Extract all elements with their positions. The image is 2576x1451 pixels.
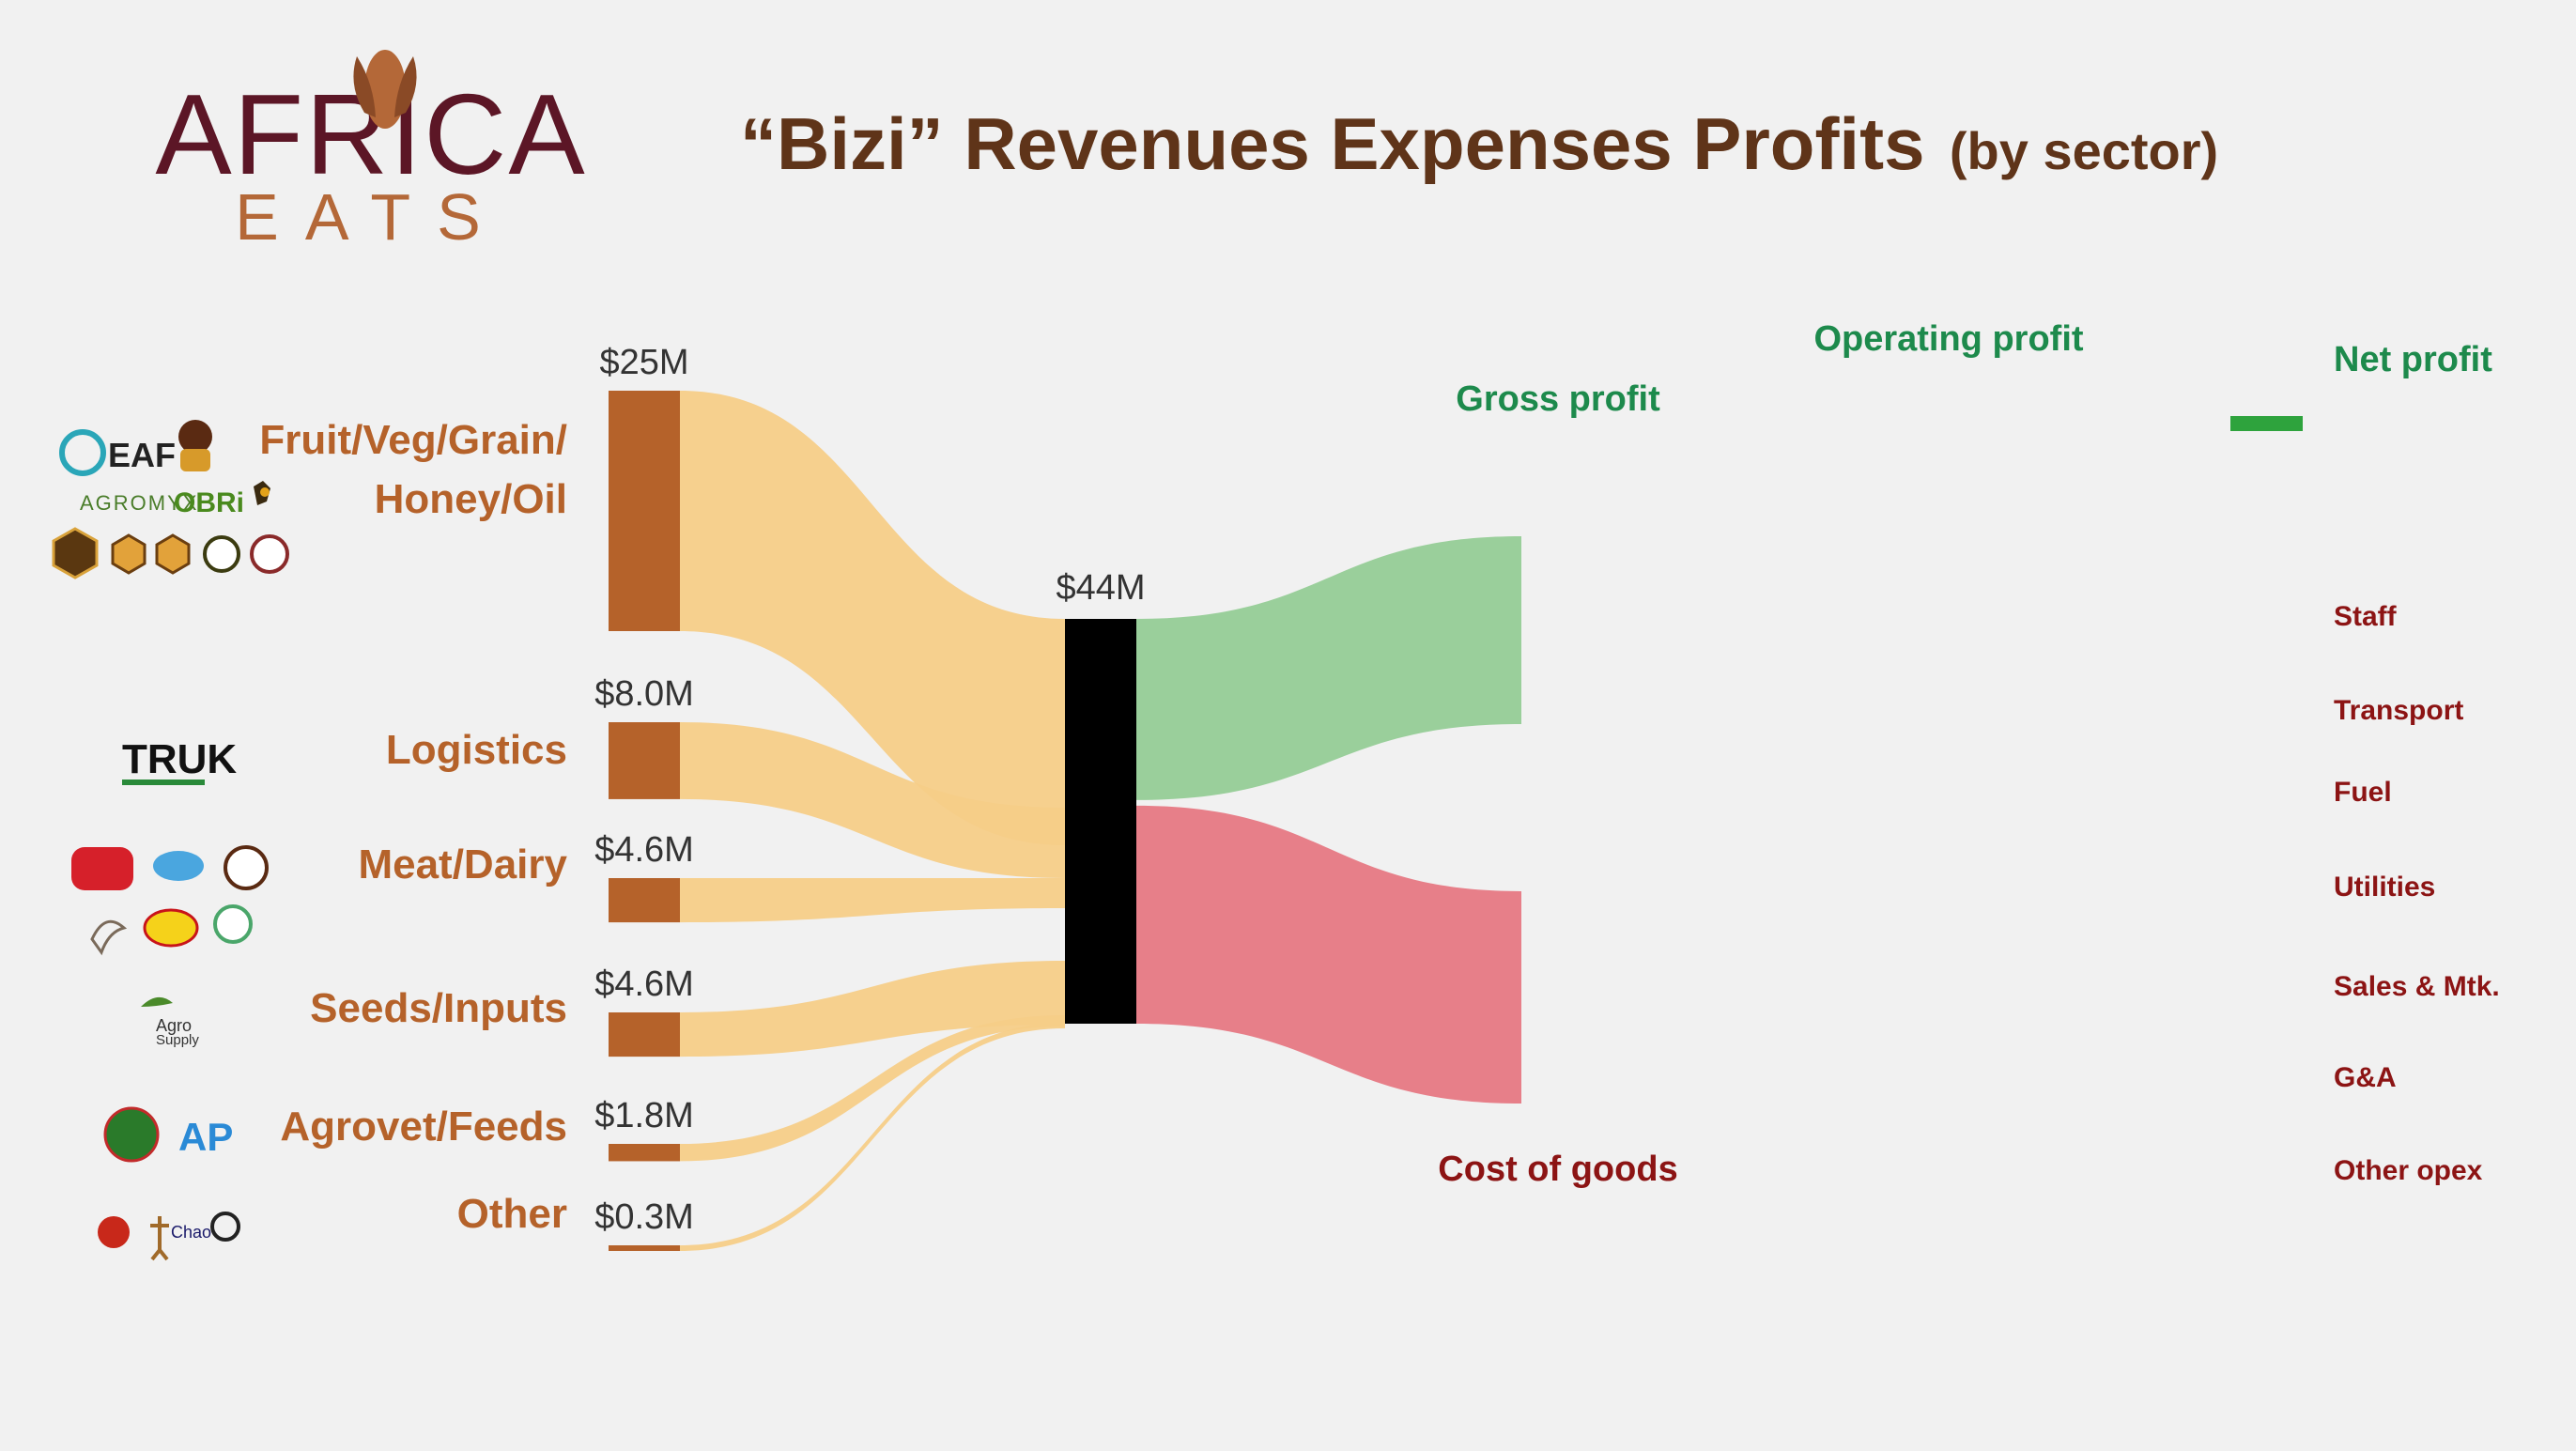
svg-text:EAF: EAF — [108, 436, 176, 474]
node-other — [609, 1245, 680, 1251]
value-label-seeds-inputs: $4.6M — [594, 965, 694, 1004]
node-total-revenue — [1065, 619, 1136, 1024]
agrovet-logos: AP — [103, 1106, 233, 1163]
title-sub: (by sector) — [1950, 121, 2218, 180]
svg-text:Supply: Supply — [156, 1032, 199, 1048]
agro-supply-logo-icon: Agro Supply — [141, 996, 199, 1048]
farm-badge-icon — [224, 845, 269, 890]
label-net-profit: Net profit — [2334, 340, 2492, 379]
link-cost-of-goods — [1136, 805, 1521, 1104]
link-logistics — [680, 722, 1065, 878]
link-meat-dairy — [680, 878, 1065, 923]
value-label-logistics: $8.0M — [594, 674, 694, 714]
node-logistics — [609, 722, 680, 799]
label-operating-profit: Operating profit — [1813, 319, 2083, 359]
svg-text:OBRi: OBRi — [174, 487, 244, 518]
sector-label-honey-oil: Honey/Oil — [375, 476, 567, 522]
node-net-profit — [2230, 416, 2303, 431]
bird-logo-icon — [90, 919, 128, 956]
value-label-meat-dairy: $4.6M — [594, 830, 694, 870]
value-label-other: $0.3M — [594, 1197, 694, 1237]
node-seeds-inputs — [609, 1012, 680, 1057]
value-label-fruit-veg-grain-honey-oil: $25M — [599, 343, 688, 382]
label-gross-profit: Gross profit — [1456, 379, 1660, 419]
page-title: “Bizi” Revenues Expenses Profits (by sec… — [740, 102, 2218, 185]
link-agrovet-feeds — [680, 1015, 1065, 1162]
link-other — [680, 1023, 1065, 1251]
pmp-logo-icon — [71, 847, 133, 890]
label-expense-other-opex: Other opex — [2334, 1155, 2483, 1186]
truk-logo-icon: TRUK — [122, 736, 237, 785]
sector-logos: EAF AGROMYX OBRi — [52, 420, 289, 1261]
fruit-sector-logos: EAF AGROMYX OBRi — [52, 420, 289, 579]
label-cost-of-goods: Cost of goods — [1438, 1150, 1677, 1189]
svg-text:TRUK: TRUK — [122, 736, 237, 782]
obri-logo-icon: OBRi — [174, 487, 244, 518]
value-label-total: $44M — [1056, 568, 1145, 608]
logo-word-bottom: EATS — [235, 180, 507, 254]
node-fruit-veg-grain-honey-oil — [609, 391, 680, 631]
obama-logo-icon — [210, 1212, 240, 1242]
sector-label-agrovet-feeds: Agrovet/Feeds — [280, 1104, 567, 1150]
sankey-nodes — [609, 391, 2303, 1251]
value-label-agrovet-feeds: $1.8M — [594, 1096, 694, 1135]
sector-label-fruit-veg-grain: Fruit/Veg/Grain/ — [259, 417, 567, 463]
sankey-links — [680, 391, 1521, 1251]
figure-logo-icon — [150, 1216, 169, 1261]
corn-icon — [353, 50, 417, 129]
meat-dairy-logos — [71, 845, 269, 956]
chao-logo-icon: Chao — [171, 1223, 211, 1242]
label-expense-transport: Transport — [2334, 695, 2463, 726]
link-fruit-veg-grain-honey-oil — [680, 391, 1065, 845]
label-expense-staff: Staff — [2334, 601, 2398, 632]
label-expense-sales-mtk: Sales & Mtk. — [2334, 971, 2500, 1002]
agromyx-logo-icon: AGROMYX — [80, 491, 198, 515]
honey-badge-icons — [52, 527, 289, 579]
ap-logo-icon: AP — [178, 1115, 233, 1159]
label-expense-utilities: Utilities — [2334, 872, 2435, 903]
svg-text:AGROMYX: AGROMYX — [80, 491, 198, 515]
label-expense-g-a: G&A — [2334, 1062, 2397, 1093]
golden-pot-logo-icon — [178, 420, 212, 471]
africa-honey-logo-icon — [254, 481, 270, 505]
link-gross-profit — [1136, 536, 1521, 800]
sector-label-other: Other — [457, 1191, 567, 1237]
sector-label-meat-dairy: Meat/Dairy — [358, 841, 567, 888]
fire-logo-icon — [98, 1216, 130, 1248]
title-main: “Bizi” Revenues Expenses Profits — [740, 102, 1924, 185]
sector-label-seeds-inputs: Seeds/Inputs — [310, 985, 567, 1031]
chicken-logo-icon — [143, 908, 199, 948]
node-meat-dairy — [609, 878, 680, 923]
fish-logo-icon — [153, 851, 204, 881]
sector-label-logistics: Logistics — [386, 727, 567, 773]
svg-text:Agro: Agro — [156, 1016, 192, 1035]
label-expense-fuel: Fuel — [2334, 777, 2392, 808]
leaf-logo-icon — [213, 904, 253, 944]
node-agrovet-feeds — [609, 1144, 680, 1162]
dawa-logo-icon — [103, 1106, 160, 1163]
africa-eats-logo: AFRICA EATS — [155, 50, 585, 254]
eaf-logo-icon: EAF — [59, 429, 176, 476]
link-seeds-inputs — [680, 961, 1065, 1057]
sankey-labels: $25M Fruit/Veg/Grain/Honey/Oil $8.0M Logist… — [259, 319, 2499, 1237]
other-logos: Chao — [98, 1212, 240, 1261]
